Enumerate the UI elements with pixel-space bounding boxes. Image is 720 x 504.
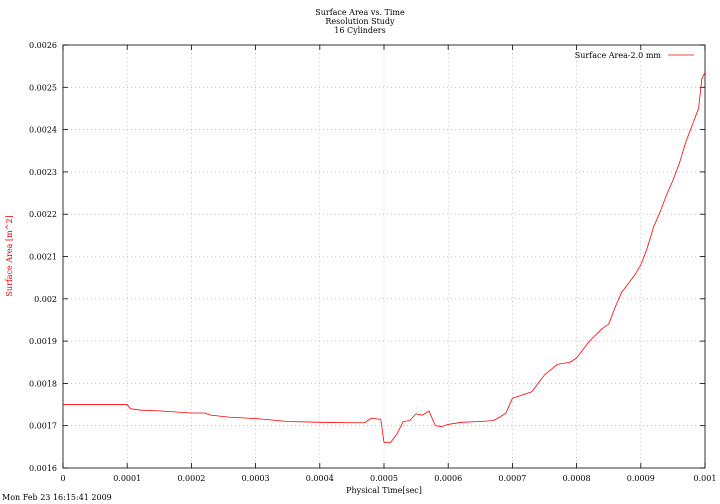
x-axis-label: Physical Time[sec] xyxy=(346,486,422,495)
x-tick-label: 0.0006 xyxy=(434,474,462,483)
y-tick-label: 0.0026 xyxy=(29,41,57,50)
x-tick-label: 0.0001 xyxy=(113,474,141,483)
x-tick-label: 0.0007 xyxy=(498,474,526,483)
y-tick-label: 0.0022 xyxy=(29,210,57,219)
y-axis-label: Surface Area [m^2] xyxy=(5,215,14,296)
legend-label: Surface Area-2.0 mm xyxy=(575,51,662,60)
series-line-surface-area xyxy=(63,72,706,444)
y-tick-label: 0.0016 xyxy=(29,464,57,473)
y-tick-label: 0.002 xyxy=(34,295,57,304)
y-tick-label: 0.0023 xyxy=(29,168,57,177)
legend: Surface Area-2.0 mm xyxy=(575,51,694,60)
x-tick-label: 0.001 xyxy=(694,474,717,483)
axis-ticks xyxy=(62,44,706,469)
y-tick-label: 0.0024 xyxy=(29,126,57,135)
y-tick-label: 0.0021 xyxy=(29,253,57,262)
chart-subtitle-line-3: 16 Cylinders xyxy=(334,26,385,35)
x-tick-label: 0.0004 xyxy=(306,474,334,483)
x-tick-label: 0.0005 xyxy=(370,474,398,483)
x-tick-label: 0 xyxy=(60,474,65,483)
chart-subtitle-line-2: Resolution Study xyxy=(325,17,395,26)
series-layer xyxy=(63,72,706,444)
y-tick-label: 0.0025 xyxy=(29,83,57,92)
grid-lines xyxy=(63,45,705,468)
x-tick-label: 0.0002 xyxy=(177,474,205,483)
x-tick-label: 0.0008 xyxy=(563,474,591,483)
y-tick-label: 0.0018 xyxy=(29,379,57,388)
y-tick-label: 0.0017 xyxy=(29,422,57,431)
chart-title-line-1: Surface Area vs. Time xyxy=(315,8,405,17)
tick-labels: 0 0.0001 0.0002 0.0003 0.0004 0.0005 0.0006 0.0… xyxy=(29,41,716,483)
x-tick-label: 0.0009 xyxy=(627,474,655,483)
timestamp: Mon Feb 23 16:15:41 2009 xyxy=(2,493,112,502)
y-tick-label: 0.0019 xyxy=(29,337,57,346)
x-tick-label: 0.0003 xyxy=(242,474,270,483)
